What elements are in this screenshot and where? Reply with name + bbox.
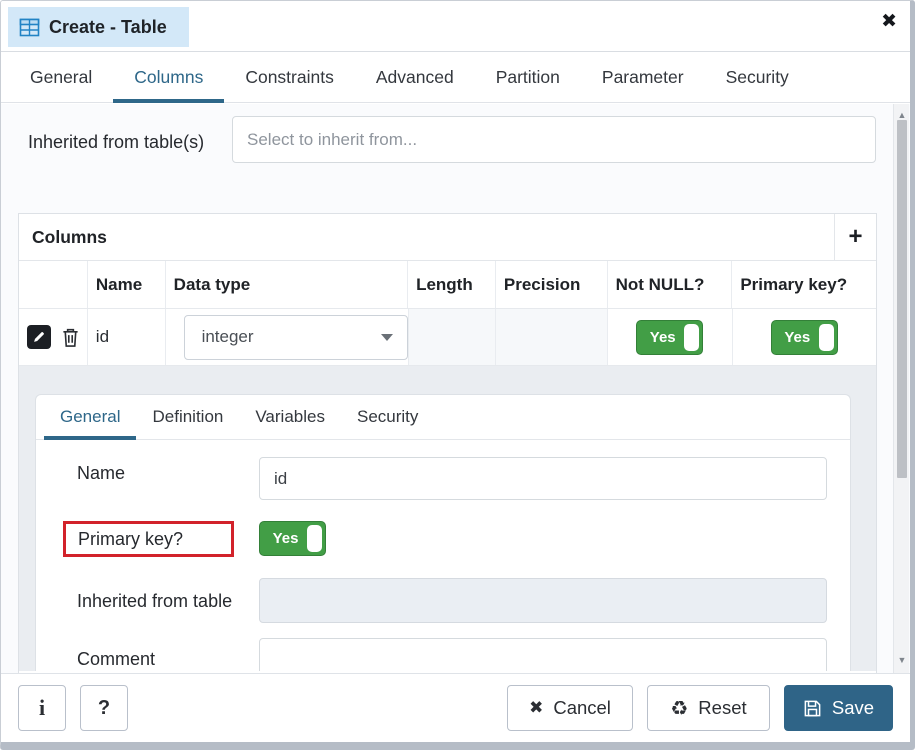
dialog-footer: i ? ✖ Cancel ♻ Reset Save bbox=[1, 673, 910, 742]
columns-panel-header: Columns + bbox=[19, 214, 876, 261]
reset-button[interactable]: ♻ Reset bbox=[647, 685, 770, 731]
inherited-from-table-input bbox=[259, 578, 827, 623]
header-data-type: Data type bbox=[164, 261, 407, 308]
cell-not-null: Yes bbox=[606, 309, 732, 365]
not-null-toggle-label: Yes bbox=[649, 328, 676, 346]
name-label: Name bbox=[77, 463, 126, 483]
cell-name: id bbox=[86, 309, 165, 365]
cancel-button[interactable]: ✖ Cancel bbox=[507, 685, 633, 731]
column-form-tab-bar: General Definition Variables Security bbox=[36, 395, 850, 440]
header-name: Name bbox=[86, 261, 165, 308]
edit-row-button[interactable] bbox=[27, 325, 51, 349]
comment-label: Comment bbox=[77, 649, 156, 669]
tab-constraints[interactable]: Constraints bbox=[245, 67, 334, 87]
name-input[interactable] bbox=[259, 457, 827, 500]
tab-parameter[interactable]: Parameter bbox=[601, 67, 684, 87]
close-icon[interactable]: ✖ bbox=[881, 11, 897, 32]
tab-partition[interactable]: Partition bbox=[495, 67, 560, 87]
cell-length bbox=[407, 309, 496, 365]
tab-columns[interactable]: Columns bbox=[113, 53, 225, 103]
cell-precision bbox=[495, 309, 607, 365]
save-button[interactable]: Save bbox=[784, 685, 893, 731]
form-primary-key-toggle[interactable]: Yes bbox=[259, 521, 326, 556]
primary-key-label-highlighted: Primary key? bbox=[63, 521, 234, 557]
header-actions bbox=[19, 261, 87, 308]
cell-data-type: integer bbox=[164, 309, 408, 365]
header-length: Length bbox=[407, 261, 495, 308]
header-primary-key: Primary key? bbox=[731, 261, 876, 308]
dialog-content: Inherited from table(s) Columns + Name D… bbox=[1, 104, 910, 673]
inherited-from-tables-input[interactable] bbox=[232, 116, 876, 163]
tab-advanced[interactable]: Advanced bbox=[375, 67, 454, 87]
sql-info-button[interactable]: i bbox=[18, 685, 66, 731]
subtab-general[interactable]: General bbox=[44, 395, 137, 440]
toggle-knob bbox=[307, 525, 322, 552]
row-actions bbox=[19, 309, 87, 365]
inherited-from-table-label: Inherited from table bbox=[77, 591, 233, 611]
table-icon bbox=[19, 18, 40, 36]
primary-key-toggle-label: Yes bbox=[784, 328, 811, 346]
subtab-security[interactable]: Security bbox=[356, 407, 419, 426]
data-type-value: integer bbox=[201, 327, 254, 346]
save-floppy-icon bbox=[804, 700, 821, 716]
add-column-button[interactable]: + bbox=[834, 214, 876, 260]
trash-icon bbox=[63, 328, 78, 347]
subtab-variables[interactable]: Variables bbox=[255, 407, 325, 426]
reset-label: Reset bbox=[698, 697, 747, 718]
column-form-panel: General Definition Variables Security Na… bbox=[35, 394, 851, 671]
not-null-toggle[interactable]: Yes bbox=[636, 319, 704, 355]
title-bar: Create - Table ✖ bbox=[1, 1, 910, 52]
primary-key-toggle[interactable]: Yes bbox=[770, 319, 838, 355]
scrollbar-thumb[interactable] bbox=[897, 120, 907, 478]
cancel-x-icon: ✖ bbox=[529, 698, 544, 717]
columns-panel: Columns + Name Data type Length Precisio… bbox=[18, 213, 877, 673]
delete-row-button[interactable] bbox=[61, 327, 80, 348]
save-label: Save bbox=[831, 697, 875, 718]
header-precision: Precision bbox=[494, 261, 607, 308]
vertical-scrollbar[interactable]: ▲ ▼ bbox=[893, 104, 909, 673]
data-type-select[interactable]: integer bbox=[183, 314, 408, 360]
help-button[interactable]: ? bbox=[80, 685, 128, 731]
dialog-title: Create - Table bbox=[49, 16, 167, 37]
form-primary-key-toggle-label: Yes bbox=[272, 530, 299, 547]
tab-security[interactable]: Security bbox=[725, 67, 789, 87]
chevron-down-icon bbox=[380, 333, 393, 341]
columns-grid-header: Name Data type Length Precision Not NULL… bbox=[19, 261, 876, 309]
comment-input[interactable] bbox=[259, 638, 827, 671]
main-tab-bar: General Columns Constraints Advanced Par… bbox=[1, 53, 910, 103]
expanded-row-area: General Definition Variables Security Na… bbox=[19, 366, 876, 671]
recycle-icon: ♻ bbox=[670, 696, 689, 720]
dialog-title-tab: Create - Table bbox=[8, 7, 189, 47]
header-not-null: Not NULL? bbox=[606, 261, 732, 308]
scroll-down-icon[interactable]: ▼ bbox=[897, 655, 907, 665]
column-row-id: id integer Yes Yes bbox=[19, 309, 876, 366]
subtab-definition[interactable]: Definition bbox=[152, 407, 224, 426]
inherited-from-tables-label: Inherited from table(s) bbox=[28, 132, 205, 152]
scroll-up-icon[interactable]: ▲ bbox=[897, 110, 907, 120]
toggle-knob bbox=[818, 323, 834, 351]
cancel-label: Cancel bbox=[553, 697, 611, 718]
pencil-icon bbox=[34, 332, 44, 342]
toggle-knob bbox=[684, 323, 700, 351]
columns-panel-title: Columns bbox=[32, 226, 107, 247]
cell-primary-key: Yes bbox=[731, 309, 877, 365]
tab-general[interactable]: General bbox=[30, 67, 93, 87]
